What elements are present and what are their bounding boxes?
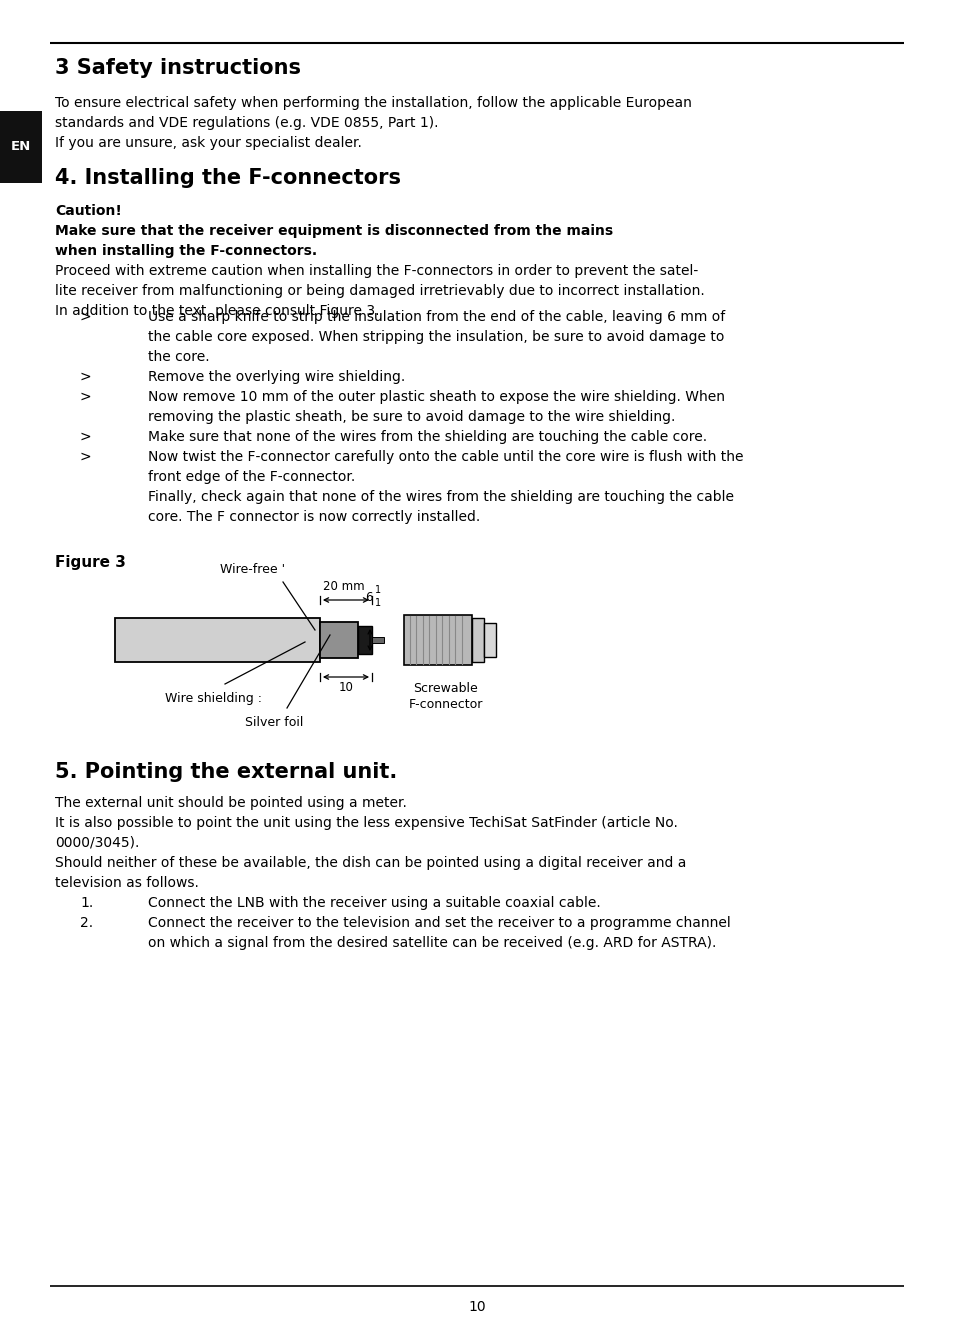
Text: Screwable: Screwable xyxy=(414,682,477,694)
Bar xyxy=(403,615,472,665)
Text: 5. Pointing the external unit.: 5. Pointing the external unit. xyxy=(55,763,396,781)
Text: 10: 10 xyxy=(338,681,353,694)
Text: 4. Installing the F-connectors: 4. Installing the F-connectors xyxy=(55,169,400,189)
Text: 2.: 2. xyxy=(80,917,93,930)
Text: >: > xyxy=(80,371,91,384)
Text: 1.: 1. xyxy=(80,896,93,910)
Text: 0000/3045).: 0000/3045). xyxy=(55,836,139,850)
Text: Now remove 10 mm of the outer plastic sheath to expose the wire shielding. When: Now remove 10 mm of the outer plastic sh… xyxy=(148,389,724,404)
Text: Silver foil: Silver foil xyxy=(245,716,303,729)
Text: Remove the overlying wire shielding.: Remove the overlying wire shielding. xyxy=(148,371,405,384)
Text: lite receiver from malfunctioning or being damaged irretrievably due to incorrec: lite receiver from malfunctioning or bei… xyxy=(55,284,704,298)
Text: Finally, check again that none of the wires from the shielding are touching the : Finally, check again that none of the wi… xyxy=(148,490,733,504)
Text: F-connector: F-connector xyxy=(409,698,482,710)
Text: 1: 1 xyxy=(375,585,381,595)
Text: Caution!: Caution! xyxy=(55,203,122,218)
Text: >: > xyxy=(80,450,91,464)
Text: 6: 6 xyxy=(365,591,373,603)
Text: >: > xyxy=(80,389,91,404)
Text: Make sure that none of the wires from the shielding are touching the cable core.: Make sure that none of the wires from th… xyxy=(148,429,706,444)
Text: standards and VDE regulations (e.g. VDE 0855, Part 1).: standards and VDE regulations (e.g. VDE … xyxy=(55,116,438,130)
Text: 1: 1 xyxy=(375,598,381,607)
Text: To ensure electrical safety when performing the installation, follow the applica: To ensure electrical safety when perform… xyxy=(55,96,691,110)
Text: Wire shielding :: Wire shielding : xyxy=(165,692,262,705)
Text: If you are unsure, ask your specialist dealer.: If you are unsure, ask your specialist d… xyxy=(55,136,361,150)
Text: the core.: the core. xyxy=(148,351,210,364)
Text: EN: EN xyxy=(10,140,31,154)
Text: 20 mm: 20 mm xyxy=(323,579,364,593)
Text: on which a signal from the desired satellite can be received (e.g. ARD for ASTRA: on which a signal from the desired satel… xyxy=(148,937,716,950)
Text: The external unit should be pointed using a meter.: The external unit should be pointed usin… xyxy=(55,796,406,809)
Text: Should neither of these be available, the dish can be pointed using a digital re: Should neither of these be available, th… xyxy=(55,856,685,870)
Text: television as follows.: television as follows. xyxy=(55,876,198,890)
Text: removing the plastic sheath, be sure to avoid damage to the wire shielding.: removing the plastic sheath, be sure to … xyxy=(148,409,675,424)
Text: the cable core exposed. When stripping the insulation, be sure to avoid damage t: the cable core exposed. When stripping t… xyxy=(148,330,723,344)
Text: Wire-free ': Wire-free ' xyxy=(220,563,285,575)
Text: 3 Safety instructions: 3 Safety instructions xyxy=(55,58,301,78)
Text: 10: 10 xyxy=(468,1301,485,1314)
Text: Proceed with extreme caution when installing the F-connectors in order to preven: Proceed with extreme caution when instal… xyxy=(55,264,698,278)
Text: In addition to the text, please consult Figure 3.: In addition to the text, please consult … xyxy=(55,304,379,318)
Text: >: > xyxy=(80,310,91,324)
Text: Now twist the F-connector carefully onto the cable until the core wire is flush : Now twist the F-connector carefully onto… xyxy=(148,450,742,464)
Text: Connect the LNB with the receiver using a suitable coaxial cable.: Connect the LNB with the receiver using … xyxy=(148,896,600,910)
Text: >: > xyxy=(80,429,91,444)
Text: front edge of the F-connector.: front edge of the F-connector. xyxy=(148,470,355,484)
Text: core. The F connector is now correctly installed.: core. The F connector is now correctly i… xyxy=(148,510,479,524)
Bar xyxy=(357,626,372,654)
Text: It is also possible to point the unit using the less expensive TechiSat SatFinde: It is also possible to point the unit us… xyxy=(55,816,678,830)
Bar xyxy=(115,618,319,662)
Bar xyxy=(372,637,384,644)
Text: Figure 3: Figure 3 xyxy=(55,555,126,570)
Bar xyxy=(472,618,483,662)
Text: Connect the receiver to the television and set the receiver to a programme chann: Connect the receiver to the television a… xyxy=(148,917,730,930)
Text: Make sure that the receiver equipment is disconnected from the mains: Make sure that the receiver equipment is… xyxy=(55,223,613,238)
Bar xyxy=(0,111,42,183)
Text: when installing the F-connectors.: when installing the F-connectors. xyxy=(55,244,316,258)
Text: Use a sharp knife to strip the insulation from the end of the cable, leaving 6 m: Use a sharp knife to strip the insulatio… xyxy=(148,310,724,324)
Bar xyxy=(483,624,496,657)
Bar xyxy=(319,622,357,658)
